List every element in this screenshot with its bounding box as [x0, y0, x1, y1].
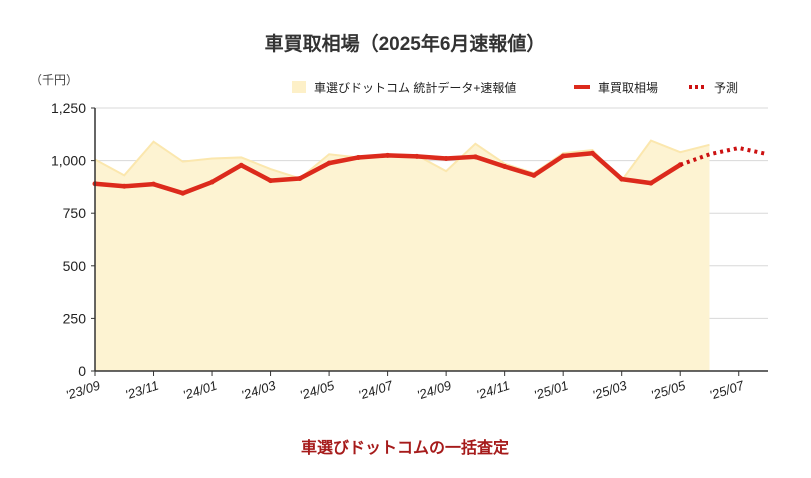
line-point-2: [151, 181, 157, 187]
line-point-17: [589, 150, 595, 156]
y-tick-label-3: 750: [63, 205, 87, 221]
x-tick-label-9: '25/03: [591, 377, 630, 402]
x-tick-label-3: '24/03: [240, 377, 279, 402]
x-tick-label-6: '24/09: [415, 378, 453, 403]
legend-swatch-area: [292, 81, 306, 93]
x-tick-label-2: '24/01: [181, 378, 219, 403]
line-point-8: [326, 160, 332, 166]
x-tick-label-4: '24/05: [298, 377, 337, 402]
line-forecast: [679, 145, 769, 167]
y-tick-label-5: 1,250: [51, 100, 86, 116]
x-tick-label-5: '24/07: [357, 377, 396, 402]
line-point-10: [385, 152, 391, 158]
y-tick-label-4: 1,000: [51, 153, 86, 169]
x-tick-label-1: '23/11: [123, 378, 160, 403]
axes: [94, 108, 768, 372]
line-point-16: [560, 153, 566, 159]
y-tick-label-0: 0: [78, 363, 86, 379]
line-point-6: [268, 178, 274, 184]
legend-label-line: 車買取相場: [598, 81, 658, 95]
line-point-5: [238, 162, 244, 168]
x-tick-label-10: '25/05: [649, 377, 688, 402]
y-tick-label-1: 250: [63, 310, 87, 326]
x-axis-ticks: '23/09 '23/11 '24/01 '24/03 '24/05 '24/07 '24/…: [64, 371, 746, 403]
area-fill: [95, 140, 710, 371]
line-point-11: [414, 153, 420, 159]
line-series: [92, 150, 683, 196]
line-point-9: [355, 154, 361, 160]
footer-caption: 車選びドットコムの一括査定: [301, 438, 509, 457]
line-point-3: [180, 190, 186, 196]
line-point-7: [297, 175, 303, 181]
line-point-13: [472, 154, 478, 160]
legend: 車選びドットコム 統計データ+速報値 車買取相場 予測: [292, 80, 738, 95]
x-tick-label-7: '24/11: [475, 378, 512, 403]
x-tick-label-11: '25/07: [708, 377, 747, 402]
line-point-1: [121, 183, 127, 189]
line-point-15: [531, 172, 537, 178]
line-point-18: [619, 176, 625, 182]
x-tick-label-8: '25/01: [532, 378, 570, 403]
line-point-14: [502, 163, 508, 169]
line-point-12: [443, 155, 449, 161]
line-point-19: [648, 180, 654, 186]
legend-label-forecast: 予測: [714, 81, 738, 95]
y-axis-unit: （千円）: [30, 73, 78, 87]
x-tick-label-0: '23/09: [64, 378, 102, 403]
y-axis-ticks: 0 250 500 750 1,000 1,250: [51, 100, 95, 379]
forecast-series: [679, 145, 769, 167]
line-point-4: [209, 179, 215, 185]
chart-title: 車買取相場（2025年6月速報値）: [265, 32, 546, 55]
y-tick-label-2: 500: [63, 258, 87, 274]
legend-label-area: 車選びドットコム 統計データ+速報値: [314, 80, 516, 95]
